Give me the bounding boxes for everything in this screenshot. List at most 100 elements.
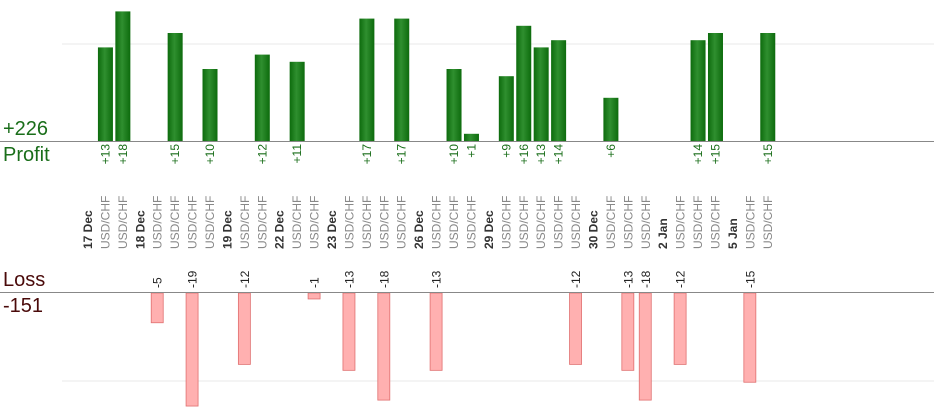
profit-value-label: +18 bbox=[116, 144, 130, 165]
gridlines bbox=[62, 43, 934, 382]
profit-value-label: +15 bbox=[761, 144, 775, 165]
date-label: 19 Dec bbox=[220, 210, 234, 249]
date-label: 22 Dec bbox=[273, 210, 287, 249]
loss-bar bbox=[150, 292, 164, 324]
profit-bar bbox=[254, 54, 270, 141]
instrument-label: USD/CHF bbox=[743, 196, 757, 249]
instrument-label: USD/CHF bbox=[447, 196, 461, 249]
instrument-label: USD/CHF bbox=[674, 196, 688, 249]
profit-bar bbox=[463, 133, 479, 141]
profit-value-label: +10 bbox=[447, 144, 461, 165]
loss-value-label: -1 bbox=[308, 277, 322, 288]
instrument-label: USD/CHF bbox=[761, 196, 775, 249]
profit-label: Profit bbox=[3, 144, 50, 166]
profit-bar bbox=[516, 25, 532, 141]
profit-value-label: +15 bbox=[168, 144, 182, 165]
profit-bar bbox=[551, 40, 567, 142]
instrument-label: USD/CHF bbox=[290, 196, 304, 249]
profit-bar bbox=[760, 33, 776, 141]
profit-value-label: +9 bbox=[499, 144, 513, 158]
profit-value-label: +14 bbox=[691, 144, 705, 165]
instrument-label: USD/CHF bbox=[621, 196, 635, 249]
date-label: 2 Jan bbox=[656, 218, 670, 249]
loss-value-label: -18 bbox=[639, 270, 653, 288]
profit-bar bbox=[707, 33, 723, 141]
loss-value-label: -12 bbox=[569, 270, 583, 288]
instrument-label: USD/CHF bbox=[464, 196, 478, 249]
profit-value-label: +12 bbox=[255, 144, 269, 165]
loss-bar bbox=[621, 292, 635, 371]
instrument-label: USD/CHF bbox=[639, 196, 653, 249]
instrument-label: USD/CHF bbox=[395, 196, 409, 249]
loss-value-label: -13 bbox=[342, 270, 356, 288]
loss-bar bbox=[638, 292, 652, 401]
loss-bar bbox=[185, 292, 199, 407]
profit-bar bbox=[115, 11, 131, 142]
loss-bar bbox=[673, 292, 687, 365]
profit-value-label: +11 bbox=[290, 144, 304, 164]
profit-value-label: +14 bbox=[552, 144, 566, 165]
profit-value-label: +1 bbox=[464, 144, 478, 158]
loss-value-label: -15 bbox=[743, 270, 757, 288]
instrument-label: USD/CHF bbox=[377, 196, 391, 249]
profit-value-label: +13 bbox=[98, 144, 112, 165]
profit-bar bbox=[97, 47, 113, 141]
loss-bar bbox=[743, 292, 757, 383]
instrument-label: USD/CHF bbox=[534, 196, 548, 249]
instrument-label: USD/CHF bbox=[430, 196, 444, 249]
loss-bar bbox=[569, 292, 582, 365]
instrument-label: USD/CHF bbox=[708, 196, 722, 249]
instrument-label: USD/CHF bbox=[691, 196, 705, 249]
loss-value-label: -12 bbox=[238, 270, 252, 288]
loss-bar bbox=[377, 292, 391, 401]
profit-total: +226 bbox=[3, 118, 49, 140]
profit-value-label: +17 bbox=[395, 144, 409, 165]
instrument-label: USD/CHF bbox=[151, 196, 165, 249]
loss-value-label: -18 bbox=[377, 270, 391, 288]
instrument-label: USD/CHF bbox=[116, 196, 130, 249]
instrument-label: USD/CHF bbox=[604, 196, 618, 249]
profit-value-label: +13 bbox=[534, 144, 548, 165]
date-label: 17 Dec bbox=[81, 210, 95, 249]
instrument-label: USD/CHF bbox=[499, 196, 513, 249]
loss-value-label: -19 bbox=[186, 270, 200, 288]
instrument-label: USD/CHF bbox=[238, 196, 252, 249]
profit-bar bbox=[690, 40, 706, 142]
date-label: 30 Dec bbox=[586, 210, 600, 249]
loss-bar bbox=[237, 292, 251, 365]
profit-value-label: +17 bbox=[360, 144, 374, 165]
profit-bar bbox=[359, 18, 375, 142]
instrument-label: USD/CHF bbox=[308, 196, 322, 249]
loss-value-label: -5 bbox=[151, 277, 165, 288]
profit-bar bbox=[167, 33, 183, 141]
date-label: 26 Dec bbox=[412, 210, 426, 249]
loss-value-label: -13 bbox=[430, 270, 444, 288]
profit-bar bbox=[289, 61, 305, 141]
instrument-label: USD/CHF bbox=[342, 196, 356, 249]
loss-value-label: -12 bbox=[674, 270, 688, 288]
instrument-label: USD/CHF bbox=[552, 196, 566, 249]
loss-bar bbox=[429, 292, 443, 371]
loss-bar bbox=[307, 292, 321, 300]
profit-bar bbox=[533, 47, 549, 141]
instrument-label: USD/CHF bbox=[98, 196, 112, 249]
loss-value-label: -13 bbox=[621, 270, 635, 288]
profit-bar bbox=[603, 97, 619, 141]
loss-bars bbox=[150, 292, 757, 407]
date-label: 23 Dec bbox=[325, 210, 339, 249]
profit-value-label: +15 bbox=[708, 144, 722, 165]
instrument-label: USD/CHF bbox=[168, 196, 182, 249]
loss-label: Loss bbox=[3, 269, 46, 291]
profit-bar bbox=[394, 18, 410, 142]
instrument-label: USD/CHF bbox=[569, 196, 583, 249]
profit-value-label: +10 bbox=[203, 144, 217, 165]
date-label: 5 Jan bbox=[726, 218, 740, 249]
instrument-label: USD/CHF bbox=[255, 196, 269, 249]
profit-bar bbox=[498, 76, 514, 141]
instrument-label: USD/CHF bbox=[203, 196, 217, 249]
instrument-label: USD/CHF bbox=[517, 196, 531, 249]
profit-bars bbox=[97, 11, 776, 142]
instrument-label: USD/CHF bbox=[360, 196, 374, 249]
